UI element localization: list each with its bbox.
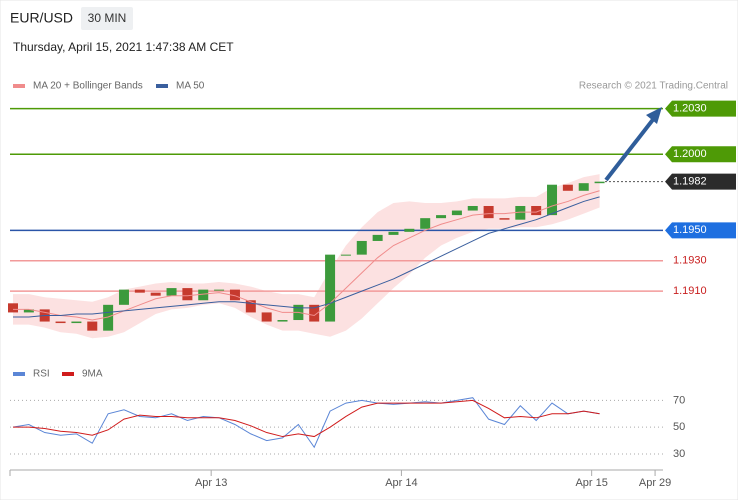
candle <box>372 234 383 241</box>
legend-swatch <box>62 372 74 376</box>
copyright: Research © 2021 Trading.Central <box>579 81 728 92</box>
candle <box>515 205 526 220</box>
level-label: 1.1930 <box>673 255 707 267</box>
candle <box>198 289 209 301</box>
level-label: 1.1950 <box>673 224 707 236</box>
level-label: 1.1982 <box>673 176 707 188</box>
candle <box>483 205 494 219</box>
candle <box>325 254 336 322</box>
x-tick-label: Apr 14 <box>385 477 417 489</box>
legend-label: 9MA <box>82 369 103 380</box>
forecast-arrow <box>604 115 657 182</box>
candle <box>261 312 272 322</box>
candle <box>309 304 320 322</box>
level-label: 1.2000 <box>673 148 707 160</box>
symbol: EUR/USD <box>10 10 73 26</box>
candle <box>134 289 145 293</box>
candle <box>531 205 542 216</box>
candle <box>166 288 177 296</box>
candle <box>71 321 82 324</box>
ma-line <box>13 190 600 321</box>
candle <box>467 205 478 211</box>
candle <box>388 231 399 235</box>
candle <box>182 288 193 301</box>
candle <box>340 254 351 256</box>
level-label: 1.2030 <box>673 103 707 115</box>
candle <box>594 181 605 184</box>
x-tick-label: Apr 15 <box>575 477 607 489</box>
candle <box>118 289 129 305</box>
candle <box>436 215 447 219</box>
candle <box>103 304 114 331</box>
legend-label: MA 20 + Bollinger Bands <box>33 81 143 92</box>
candle <box>404 228 415 232</box>
candle <box>55 321 66 324</box>
candle <box>214 289 225 291</box>
legend-swatch <box>156 84 168 88</box>
candle <box>562 184 573 191</box>
legend-swatch <box>13 372 25 376</box>
x-tick-label: Apr 29 <box>639 477 671 489</box>
candle <box>451 210 462 216</box>
level-box <box>665 173 736 190</box>
level-box <box>665 146 736 163</box>
candle <box>229 289 240 301</box>
y-tick-label: 70 <box>673 394 685 406</box>
y-tick-label: 30 <box>673 448 685 460</box>
level-box <box>665 222 736 239</box>
candle <box>87 321 98 331</box>
ma-line <box>13 196 600 318</box>
candle <box>8 303 18 313</box>
candle <box>356 240 367 255</box>
rsi-line <box>13 399 600 438</box>
candle <box>245 300 256 313</box>
candle <box>499 218 510 220</box>
rsi-line <box>12 397 600 449</box>
level-box <box>665 100 736 117</box>
interval-box <box>81 7 133 30</box>
candle <box>547 184 558 216</box>
legend-label: MA 50 <box>176 81 205 92</box>
legend-swatch <box>13 84 25 88</box>
y-tick-label: 50 <box>673 421 685 433</box>
candle <box>23 309 34 313</box>
forecast-arrow-head <box>646 107 662 124</box>
date: Thursday, April 15, 2021 1:47:38 AM CET <box>13 40 234 54</box>
interval: 30 MIN <box>88 11 127 25</box>
candle <box>420 218 431 229</box>
candle <box>277 320 288 322</box>
candle <box>578 183 589 191</box>
legend-label: RSI <box>33 369 50 380</box>
x-tick-label: Apr 13 <box>195 477 227 489</box>
level-label: 1.1910 <box>673 285 707 297</box>
candle <box>150 292 161 296</box>
